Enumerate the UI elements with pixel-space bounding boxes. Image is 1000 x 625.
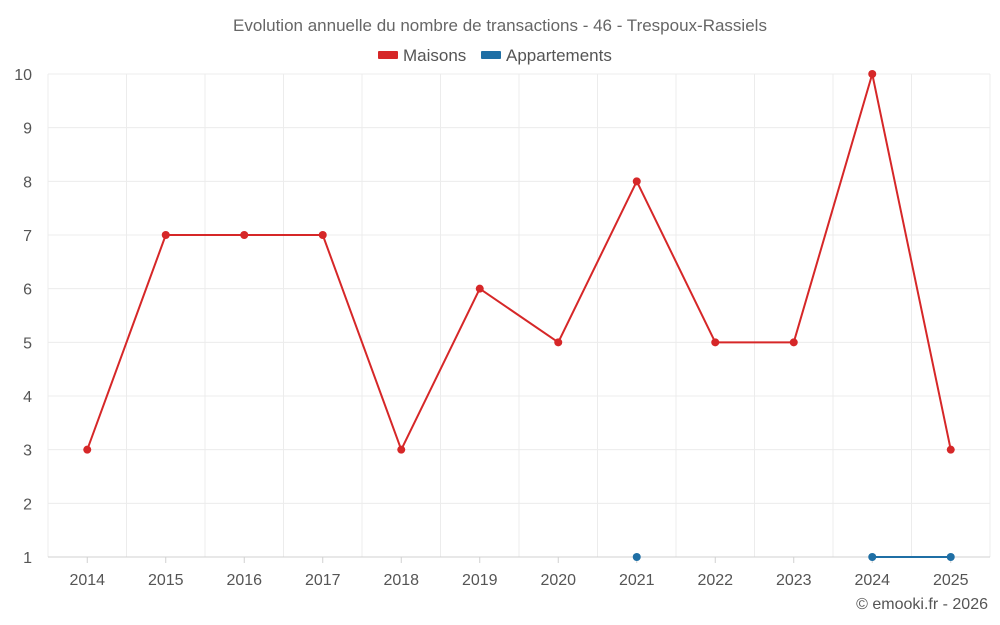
data-point-appartements[interactable] bbox=[632, 553, 641, 561]
data-point-maisons[interactable] bbox=[868, 70, 877, 78]
y-tick-label: 1 bbox=[23, 550, 32, 567]
data-point-maisons[interactable] bbox=[632, 177, 641, 186]
series-appartements bbox=[632, 553, 955, 561]
data-point-maisons[interactable] bbox=[789, 338, 798, 347]
chart-title: Evolution annuelle du nombre de transact… bbox=[233, 16, 767, 35]
x-tick-label: 2018 bbox=[383, 572, 419, 589]
legend: Maisons Appartements bbox=[378, 46, 612, 65]
x-tick-label: 2021 bbox=[619, 572, 655, 589]
series bbox=[83, 70, 955, 561]
x-tick-label: 2017 bbox=[305, 572, 341, 589]
legend-label-maisons: Maisons bbox=[403, 46, 466, 65]
x-tick-label: 2016 bbox=[226, 572, 262, 589]
data-point-maisons[interactable] bbox=[475, 284, 484, 293]
y-tick-label: 2 bbox=[23, 496, 32, 513]
y-tick-label: 6 bbox=[23, 282, 32, 299]
y-tick-label: 7 bbox=[23, 228, 32, 245]
legend-item-appartements[interactable]: Appartements bbox=[481, 46, 612, 65]
x-tick-label: 2015 bbox=[148, 572, 184, 589]
data-point-maisons[interactable] bbox=[397, 445, 406, 454]
data-point-maisons[interactable] bbox=[554, 338, 563, 347]
data-point-appartements[interactable] bbox=[946, 553, 955, 561]
data-point-maisons[interactable] bbox=[711, 338, 720, 347]
y-tick-label: 4 bbox=[23, 389, 32, 406]
data-point-maisons[interactable] bbox=[240, 231, 249, 239]
x-tick-label: 2020 bbox=[540, 572, 576, 589]
y-tick-label: 3 bbox=[23, 443, 32, 460]
legend-label-appartements: Appartements bbox=[506, 46, 612, 65]
legend-item-maisons[interactable]: Maisons bbox=[378, 46, 466, 65]
x-tick-label: 2022 bbox=[697, 572, 733, 589]
y-tick-label: 5 bbox=[23, 335, 32, 352]
series-maisons bbox=[83, 70, 955, 454]
x-tick-label: 2024 bbox=[854, 572, 890, 589]
y-tick-label: 10 bbox=[14, 67, 32, 84]
x-tick-label: 2025 bbox=[933, 572, 969, 589]
legend-swatch-appartements bbox=[481, 51, 501, 59]
x-tick-label: 2023 bbox=[776, 572, 812, 589]
legend-swatch-maisons bbox=[378, 51, 398, 59]
data-point-appartements[interactable] bbox=[868, 553, 877, 561]
y-tick-label: 8 bbox=[23, 174, 32, 191]
x-tick-label: 2019 bbox=[462, 572, 498, 589]
x-tick-label: 2014 bbox=[69, 572, 105, 589]
x-axis: 2014 2015 2016 2017 2018 2019 2020 2021 2022 2023… bbox=[48, 556, 990, 589]
series-line-maisons bbox=[86, 73, 952, 451]
data-point-maisons[interactable] bbox=[83, 445, 92, 454]
data-point-maisons[interactable] bbox=[946, 445, 955, 454]
data-point-maisons[interactable] bbox=[161, 231, 170, 239]
credit: © emooki.fr - 2026 bbox=[856, 596, 988, 613]
data-point-maisons[interactable] bbox=[318, 231, 327, 239]
y-tick-label: 9 bbox=[23, 121, 32, 138]
y-axis: 1 2 3 4 5 6 7 8 9 10 bbox=[14, 67, 32, 567]
